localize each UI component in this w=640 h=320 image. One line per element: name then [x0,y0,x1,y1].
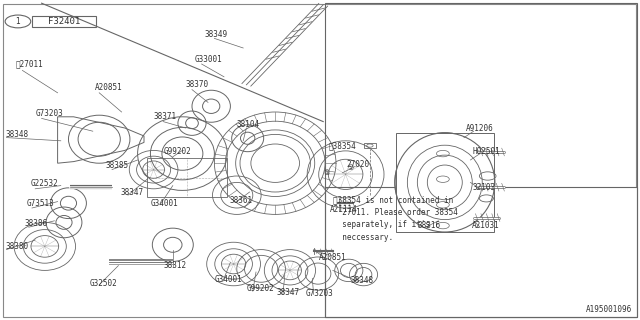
Text: 38347: 38347 [120,188,143,197]
Text: A21031: A21031 [472,221,500,230]
Text: 32103: 32103 [472,183,495,192]
Bar [364,143,376,148]
Text: ※38354 is not contained in
  27011. Please order 38354
  separately, if it's
  n: ※38354 is not contained in 27011. Please… [333,195,458,242]
Text: A20851: A20851 [95,84,122,92]
Text: 38316: 38316 [417,221,440,230]
Text: 38380: 38380 [5,242,28,251]
Text: 38348: 38348 [351,276,374,285]
Text: A91206: A91206 [466,124,493,133]
Text: G73513: G73513 [27,199,54,208]
Bar [325,3,637,317]
Text: ※38354: ※38354 [328,141,356,150]
Text: F32401: F32401 [48,17,80,26]
Text: 38349: 38349 [205,30,228,39]
Bar [32,16,96,27]
Text: G99202: G99202 [246,284,274,293]
Text: 38385: 38385 [106,161,129,170]
Text: G73203: G73203 [35,109,63,118]
Text: H02501: H02501 [472,147,500,156]
Text: 38361: 38361 [229,196,252,205]
Text: 38104: 38104 [237,120,260,129]
Text: 38386: 38386 [24,220,47,228]
Text: A195001096: A195001096 [586,305,632,314]
Text: A20851: A20851 [319,253,346,262]
Text: G34001: G34001 [150,199,178,208]
Text: 38370: 38370 [186,80,209,89]
Text: G22532: G22532 [31,179,58,188]
Text: 38348: 38348 [5,130,28,139]
Text: G73203: G73203 [306,289,333,298]
Text: 38371: 38371 [154,112,177,121]
Text: ※27011: ※27011 [16,60,44,68]
Text: 1: 1 [15,17,20,26]
Bar [325,187,637,317]
Text: G99202: G99202 [163,148,191,156]
Text: ①: ① [348,165,354,171]
Text: 38312: 38312 [163,261,186,270]
Text: A21114: A21114 [330,205,357,214]
Text: 27020: 27020 [347,160,370,169]
Bar [147,158,227,197]
Text: G32502: G32502 [90,279,117,288]
Bar [396,133,494,232]
Text: ①: ① [323,170,330,176]
Text: G34001: G34001 [214,276,242,284]
Ellipse shape [395,133,495,232]
Text: G33001: G33001 [195,55,222,64]
Text: 38347: 38347 [276,288,300,297]
